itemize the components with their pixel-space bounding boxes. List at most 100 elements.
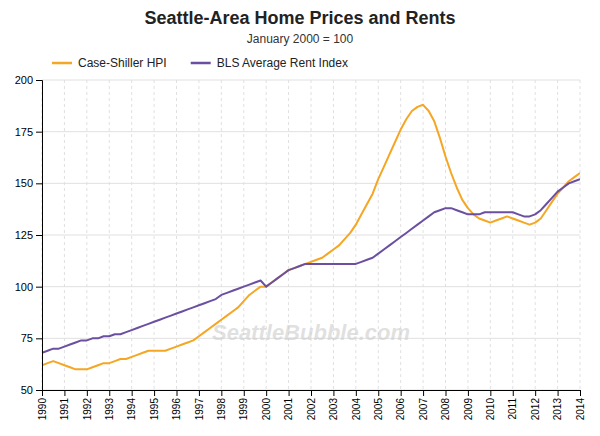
x-tick-label: 2013	[552, 398, 563, 421]
grid-line-x	[131, 80, 132, 390]
grid-line-x	[512, 80, 513, 390]
y-tick: 50	[21, 384, 42, 396]
x-tick-label: 1991	[59, 398, 70, 421]
x-tick-mark	[333, 390, 334, 396]
x-tick-mark	[378, 390, 379, 396]
x-tick: 1993	[104, 390, 115, 420]
x-tick-mark	[580, 390, 581, 396]
grid-line-x	[580, 80, 581, 390]
x-tick-mark	[401, 390, 402, 396]
x-axis: 1990 1991 1992 1993 1994 1995 1996 1997 1998 1999…	[37, 390, 586, 420]
x-tick-label: 2011	[507, 398, 518, 420]
legend-swatch	[191, 62, 211, 65]
y-tick-label: 50	[21, 384, 33, 396]
x-tick-mark	[311, 390, 312, 396]
x-tick-label: 2007	[418, 398, 429, 421]
grid-line-x	[154, 80, 155, 390]
axis-domain	[36, 81, 43, 391]
x-tick-mark	[490, 390, 491, 396]
x-tick-mark	[423, 390, 424, 396]
x-tick-label: 1999	[238, 398, 249, 421]
watermark: SeattleBubble.com	[212, 320, 410, 345]
plot-area	[42, 105, 580, 370]
grid-line-x	[467, 80, 468, 390]
x-tick-mark	[244, 390, 245, 396]
x-tick: 2010	[485, 390, 496, 420]
x-tick: 1992	[82, 390, 93, 420]
grid-line-x	[198, 80, 199, 390]
y-tick: 200	[15, 74, 42, 86]
x-tick-label: 1990	[37, 398, 48, 421]
y-tick-mark	[36, 132, 42, 133]
legend-label: Case-Shiller HPI	[78, 56, 167, 70]
grid-line-y	[42, 131, 580, 132]
y-tick-label: 100	[15, 281, 33, 293]
x-tick: 2006	[395, 390, 406, 420]
x-tick: 2002	[306, 390, 317, 420]
x-tick: 1990	[37, 390, 48, 420]
x-tick-label: 2010	[485, 398, 496, 421]
x-tick-label: 1995	[149, 398, 160, 421]
x-tick: 2012	[530, 390, 541, 420]
y-tick-label: 125	[15, 229, 33, 241]
x-tick: 1994	[126, 390, 137, 420]
y-tick-label: 200	[15, 74, 33, 86]
x-tick-mark	[154, 390, 155, 396]
grid-line-x	[445, 80, 446, 390]
x-tick: 1996	[171, 390, 182, 420]
x-tick-label: 1998	[216, 398, 227, 421]
y-tick-mark	[36, 338, 42, 339]
chart: Seattle-Area Home Prices and RentsJanuar…	[0, 0, 600, 436]
x-tick-label: 2000	[261, 398, 272, 421]
x-tick-label: 2014	[575, 398, 586, 421]
y-tick-mark	[36, 235, 42, 236]
y-tick: 75	[21, 332, 42, 344]
x-tick-mark	[289, 390, 290, 396]
legend-item: BLS Average Rent Index	[191, 56, 348, 70]
x-tick-label: 1996	[171, 398, 182, 421]
x-tick-mark	[535, 390, 536, 396]
x-tick: 2009	[463, 390, 474, 420]
x-tick-label: 1997	[194, 398, 205, 421]
legend-item: Case-Shiller HPI	[52, 56, 167, 70]
grid-line-y	[42, 235, 580, 236]
y-tick: 125	[15, 229, 42, 241]
x-tick: 2001	[283, 390, 294, 420]
y-tick-mark	[36, 390, 42, 391]
x-tick-mark	[513, 390, 514, 396]
legend-swatch	[52, 62, 72, 65]
x-tick-label: 1993	[104, 398, 115, 421]
series-line	[42, 105, 580, 370]
y-tick-label: 75	[21, 332, 33, 344]
x-tick-label: 1994	[126, 398, 137, 421]
y-tick: 150	[15, 177, 42, 189]
x-tick-label: 2001	[283, 398, 294, 421]
x-tick: 2011	[507, 390, 518, 420]
x-tick: 2007	[418, 390, 429, 420]
x-tick-mark	[356, 390, 357, 396]
subtitle: January 2000 = 100	[247, 32, 354, 46]
axis-domain	[43, 391, 581, 397]
y-tick: 100	[15, 281, 42, 293]
x-tick-mark	[221, 390, 222, 396]
x-tick-label: 2002	[306, 398, 317, 421]
x-tick-label: 2005	[373, 398, 384, 421]
grid-line-x	[535, 80, 536, 390]
x-tick: 2005	[373, 390, 384, 420]
x-tick-label: 1992	[82, 398, 93, 421]
x-tick-label: 2006	[395, 398, 406, 421]
legend: Case-Shiller HPI BLS Average Rent Index	[52, 56, 348, 70]
x-tick: 1999	[238, 390, 249, 420]
x-tick-mark	[468, 390, 469, 396]
x-tick: 2000	[261, 390, 272, 420]
y-tick: 175	[15, 126, 42, 138]
x-tick-mark	[199, 390, 200, 396]
grid	[42, 80, 580, 390]
x-tick-mark	[177, 390, 178, 396]
grid-line-x	[176, 80, 177, 390]
x-tick-mark	[87, 390, 88, 396]
grid-line-x	[64, 80, 65, 390]
x-tick-mark	[109, 390, 110, 396]
x-tick-mark	[132, 390, 133, 396]
grid-line-x	[557, 80, 558, 390]
